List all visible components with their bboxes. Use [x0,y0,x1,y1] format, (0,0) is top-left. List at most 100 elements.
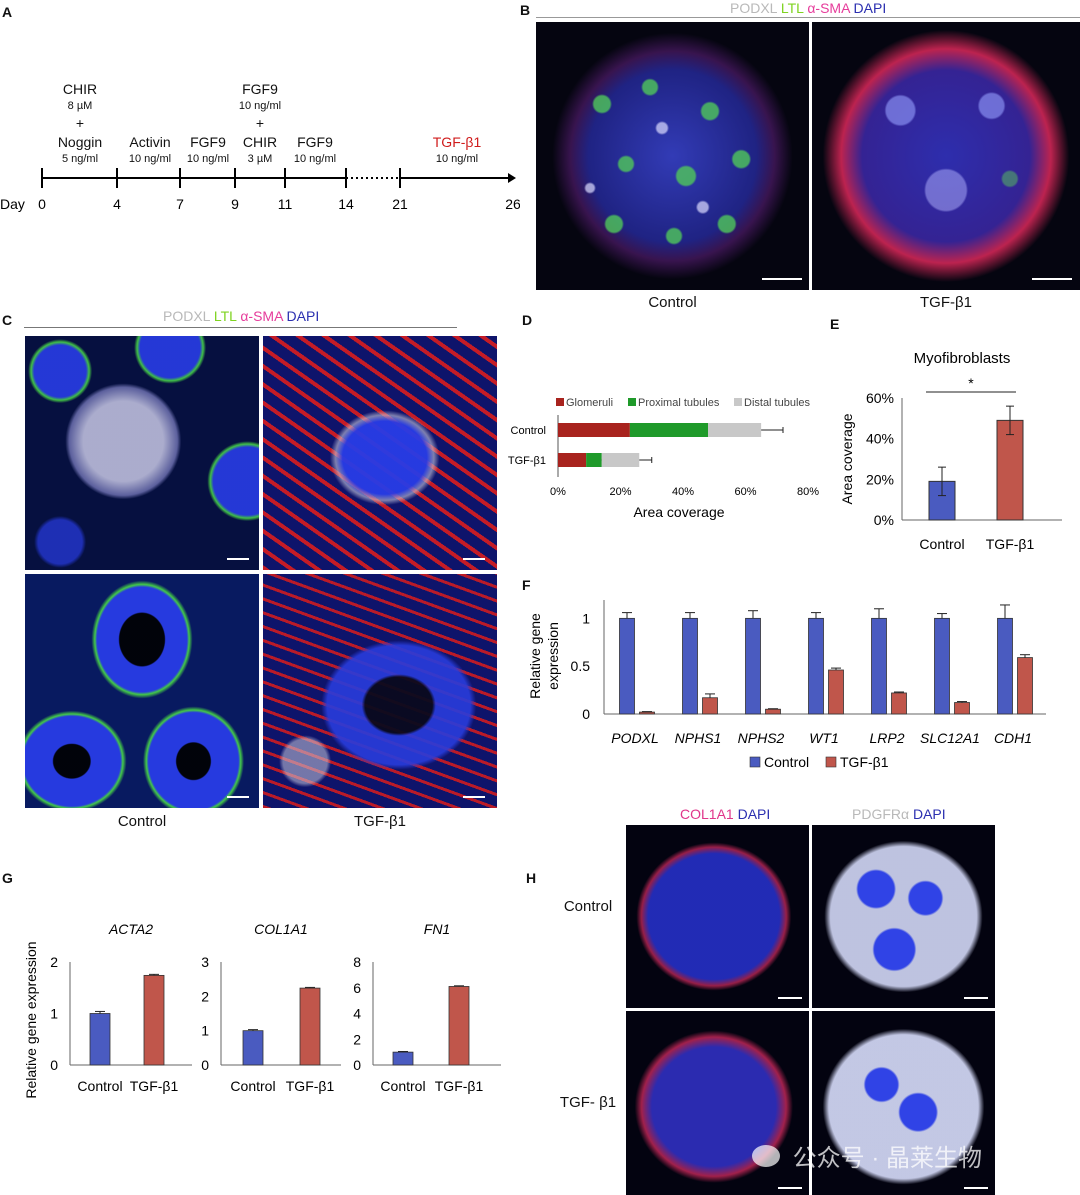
stain-sma: α-SMA [240,308,283,324]
timeline-arrowhead [508,173,516,183]
gene-label: WT1 [809,730,839,746]
timeline-diagram: 0 4 7 9 11 14 21 26 Day 5 ng/ml Noggin +8 µM CHIR 1… [0,81,520,212]
scale-bar [227,796,249,798]
timeline-step-text: FGF9 [242,81,278,97]
timeline-step-text: 10 ng/ml [436,153,478,165]
bar [702,697,718,715]
chart-title: Myofibroblasts [914,350,1011,367]
bar [871,617,887,715]
timeline-step-text: 8 µM [68,100,93,112]
wechat-icon [752,1144,780,1167]
gene-label: CDH1 [994,730,1032,746]
stain-podxl: PODXL [730,0,777,16]
timeline-step-text: 5 ng/ml [62,153,98,165]
legend-swatch [749,756,761,768]
y-tick-label: 20% [866,471,894,487]
y-axis-label: Relative gene [527,613,543,699]
category-label: Control [511,425,546,437]
timeline-step-text: 3 µM [248,153,273,165]
bar [392,1051,414,1066]
stain-dapi: DAPI [737,806,771,822]
stain-ltl: LTL [213,308,237,324]
chart-e: Myofibroblasts 0% 20% 40% 60% Area coverage Co… [839,350,1062,552]
chart-g-acta2: ACTA2 0 1 2 Relative gene expression Control T… [23,921,192,1099]
y-tick-label: 0% [874,512,894,528]
bar-segment [558,423,630,437]
panel-label-e: E [830,316,840,332]
bar [996,419,1024,521]
legend-swatch [628,398,636,406]
scale-bar [463,796,485,798]
chart-f: 0 0.5 1 Relative gene expression PODXL NPHS1 NP… [527,600,1046,770]
bar-segment [601,453,640,467]
legend-swatch [734,398,742,406]
chart-title: ACTA2 [108,921,153,937]
panel-label-h: H [526,870,537,886]
chart-g-fn1: FN1 0 2 4 6 8 Control TGF-β1 [353,921,501,1094]
y-axis-label: expression [545,622,561,690]
timeline-day: 7 [176,196,184,212]
y-tick-label: 0.5 [571,658,591,674]
micrograph-c-tgf-bottom [263,574,497,808]
y-tick-label: 1 [582,610,590,626]
timeline-step-text: Activin [129,134,170,150]
timeline-step-text: TGF-β1 [433,134,482,150]
bar [639,711,655,715]
gene-label: SLC12A1 [920,730,980,746]
stain-dapi: DAPI [912,806,946,822]
y-tick-label: 0 [50,1057,58,1073]
y-tick-label: 0 [353,1057,361,1073]
bar [242,1030,264,1066]
bar [682,617,698,715]
bar [745,617,761,715]
bar [1017,657,1033,715]
stain-dapi: DAPI [286,308,320,324]
bar-segment [558,453,587,467]
stain-legend-h-right: PDGFRα DAPI [852,806,946,822]
timeline-step-text: CHIR [63,81,97,97]
x-tick-label: 20% [609,486,631,498]
category-label: TGF-β1 [986,536,1035,552]
stain-dapi: DAPI [853,0,887,16]
category-label: Control [380,1078,425,1094]
category-label: Control [230,1078,275,1094]
category-label: TGF-β1 [508,455,546,467]
watermark-text: 公众号 · 晶莱生物 [792,1145,982,1172]
panel-label-f: F [522,577,531,593]
y-tick-label: 6 [353,980,361,996]
timeline-step-text: Noggin [58,134,102,150]
chart-g-col1a1: COL1A1 0 1 2 3 Control TGF-β1 [201,921,341,1094]
stain-legend-c: PODXL LTL α-SMA DAPI [163,308,319,324]
category-label: Control [919,536,964,552]
timeline-step-text: + [76,115,84,131]
panel-label-c: C [2,312,13,328]
timeline-day: 21 [392,196,408,212]
stain-col1a1: COL1A1 [680,806,734,822]
scale-bar [1032,278,1072,280]
legend-swatch [556,398,564,406]
bar-segment [708,423,762,437]
gene-label: PODXL [611,730,658,746]
legend-label: Glomeruli [566,397,613,409]
scale-bar [227,558,249,560]
x-tick-label: 80% [797,486,819,498]
scale-bar [778,1187,802,1189]
bar [934,617,950,715]
scale-bar [964,1187,988,1189]
y-tick-label: 60% [866,390,894,406]
caption-h-tgf: TGF- β1 [559,1094,617,1111]
timeline-day: 11 [278,196,293,212]
y-tick-label: 2 [201,988,209,1004]
legend-label: Proximal tubules [638,397,720,409]
y-tick-label: 3 [201,954,209,970]
scale-bar [964,997,988,999]
timeline-step-text: + [256,115,264,131]
y-tick-label: 0 [201,1057,209,1073]
timeline-day: 26 [505,196,520,212]
scale-bar [762,278,802,280]
bar [299,987,321,1066]
bar-segment [586,453,602,467]
y-tick-label: 1 [50,1006,58,1022]
bar [619,617,635,715]
timeline-step-text: FGF9 [297,134,333,150]
